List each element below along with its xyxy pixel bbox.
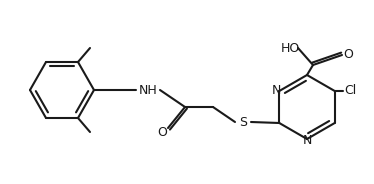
Text: S: S <box>239 116 247 128</box>
Text: O: O <box>343 49 353 61</box>
Text: Cl: Cl <box>344 84 357 98</box>
Text: N: N <box>272 84 281 98</box>
Text: O: O <box>157 125 167 139</box>
Text: NH: NH <box>139 84 157 96</box>
Text: N: N <box>302 135 312 148</box>
Text: HO: HO <box>280 42 300 54</box>
